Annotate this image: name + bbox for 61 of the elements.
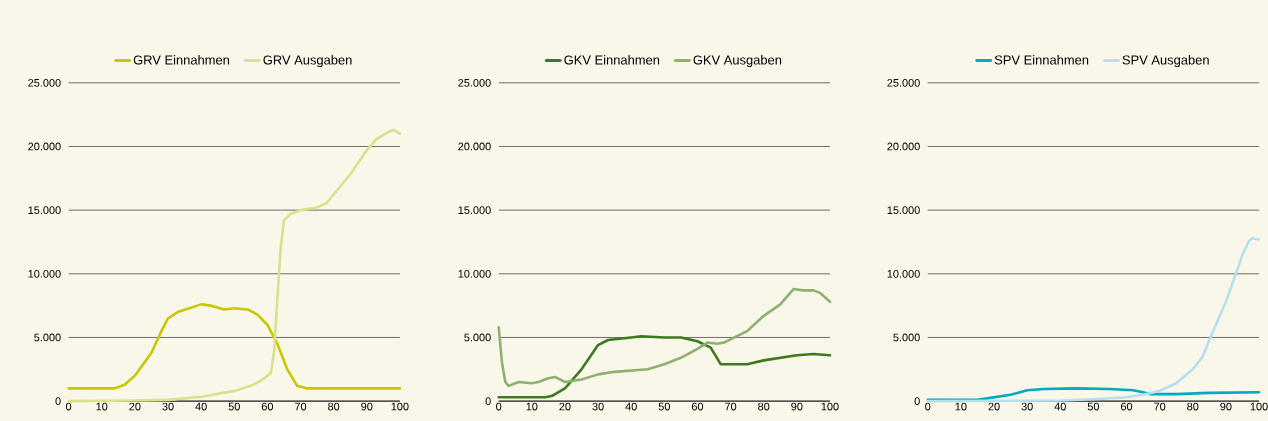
x-tick-label: 30: [1021, 402, 1033, 411]
y-tick-label: 20.000: [28, 142, 61, 151]
y-tick-label: 0: [485, 397, 491, 405]
y-tick-label: 15.000: [887, 206, 920, 214]
x-tick-label: 100: [391, 402, 409, 411]
x-tick-label: 100: [821, 402, 839, 411]
x-tick-label: 80: [1187, 402, 1199, 411]
y-tick-label: 5.000: [34, 333, 61, 342]
legend-label: GKV Einnahmen: [564, 55, 660, 65]
y-tick-label: 0: [55, 397, 61, 405]
x-tick-label: 40: [625, 402, 637, 411]
x-tick-label: 10: [96, 402, 108, 411]
x-tick-label: 60: [691, 402, 704, 411]
y-tick-label: 25.000: [458, 78, 491, 87]
line-series: [67, 128, 402, 403]
y-tick-label: 15.000: [28, 206, 61, 214]
legend-label: SPV Ausgaben: [1122, 55, 1209, 68]
y-tick-label: 20.000: [458, 142, 491, 151]
y-tick-label: 10.000: [458, 269, 491, 278]
legend-label: SPV Einnahmen: [994, 55, 1089, 65]
x-tick-label: 80: [758, 402, 770, 411]
x-tick-label: 0: [496, 402, 502, 411]
x-tick-label: 20: [559, 402, 571, 411]
x-tick-label: 50: [228, 402, 240, 411]
x-tick-label: 10: [955, 402, 967, 411]
y-tick-label: 25.000: [28, 78, 61, 87]
x-tick-label: 0: [925, 402, 931, 411]
x-tick-label: 70: [1154, 402, 1166, 411]
x-tick-label: 30: [162, 402, 174, 411]
x-tick-label: 60: [1121, 402, 1133, 411]
legend-label: GRV Ausgaben: [263, 55, 352, 68]
x-tick-label: 40: [195, 402, 207, 411]
x-tick-label: 50: [1087, 402, 1100, 411]
y-tick-label: 15.000: [458, 206, 491, 214]
x-tick-label: 10: [526, 402, 538, 411]
x-tick-label: 90: [791, 402, 803, 411]
x-tick-label: 20: [129, 402, 141, 411]
y-tick-label: 20.000: [887, 142, 920, 151]
x-tick-label: 70: [295, 402, 307, 411]
y-tick-label: 10.000: [28, 269, 61, 278]
y-tick-label: 10.000: [887, 269, 920, 278]
x-tick-label: 80: [328, 402, 340, 411]
x-tick-label: 50: [658, 402, 670, 411]
line-series: [497, 334, 832, 399]
x-tick-label: 30: [592, 402, 604, 411]
y-tick-label: 5.000: [464, 333, 491, 342]
legend-label: GRV Einnahmen: [133, 55, 230, 65]
line-series: [497, 287, 832, 388]
x-tick-label: 70: [725, 402, 737, 411]
y-tick-label: 0: [914, 397, 920, 405]
x-tick-label: 40: [1054, 402, 1066, 411]
y-tick-label: 5.000: [893, 333, 920, 342]
x-tick-label: 0: [66, 402, 72, 411]
y-tick-label: 25.000: [887, 78, 920, 87]
legend-label: GKV Ausgaben: [693, 55, 782, 68]
x-tick-label: 100: [1250, 402, 1268, 411]
x-tick-label: 90: [1220, 402, 1232, 411]
line-series: [926, 236, 1261, 403]
x-tick-label: 20: [988, 402, 1000, 411]
x-tick-label: 90: [361, 402, 373, 411]
x-tick-label: 60: [261, 402, 274, 411]
